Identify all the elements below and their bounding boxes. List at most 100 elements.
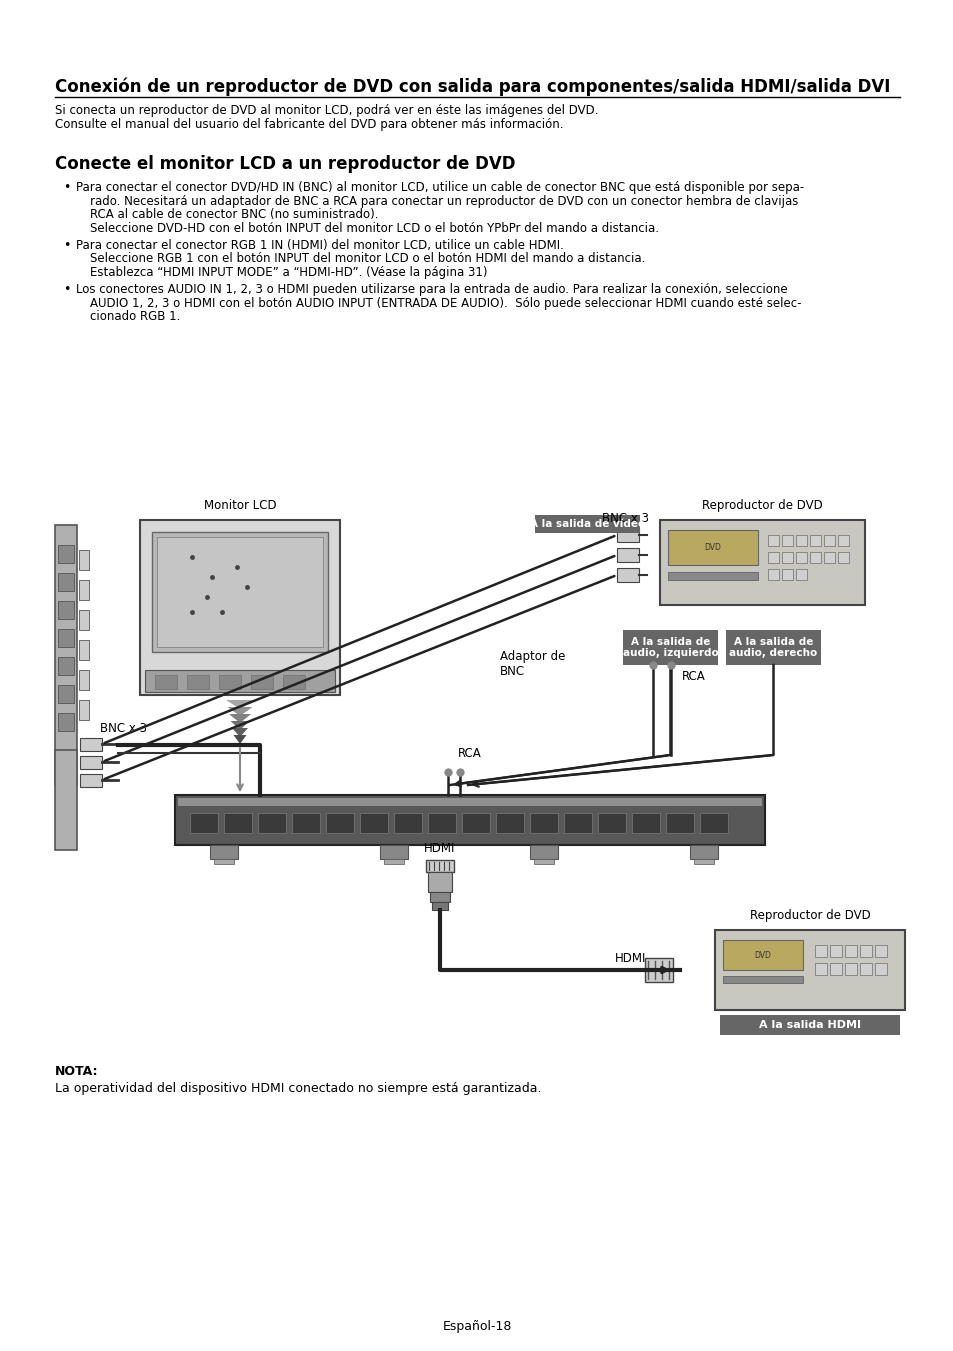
FancyBboxPatch shape	[809, 553, 821, 563]
Text: Seleccione DVD-HD con el botón INPUT del monitor LCD o el botón YPbPr del mando : Seleccione DVD-HD con el botón INPUT del…	[90, 222, 659, 235]
Text: Los conectores AUDIO IN 1, 2, 3 o HDMI pueden utilizarse para la entrada de audi: Los conectores AUDIO IN 1, 2, 3 o HDMI p…	[76, 284, 787, 296]
FancyBboxPatch shape	[874, 963, 886, 975]
Text: RCA: RCA	[457, 747, 481, 761]
FancyBboxPatch shape	[432, 902, 448, 911]
FancyBboxPatch shape	[80, 774, 102, 788]
FancyBboxPatch shape	[379, 844, 408, 859]
FancyBboxPatch shape	[292, 813, 319, 834]
Text: Consulte el manual del usuario del fabricante del DVD para obtener más informaci: Consulte el manual del usuario del fabri…	[55, 118, 563, 131]
FancyBboxPatch shape	[714, 929, 904, 1011]
Polygon shape	[229, 713, 251, 723]
Text: rado. Necesitará un adaptador de BNC a RCA para conectar un reproductor de DVD c: rado. Necesitará un adaptador de BNC a R…	[90, 195, 798, 208]
FancyBboxPatch shape	[58, 657, 74, 676]
FancyBboxPatch shape	[326, 813, 354, 834]
FancyBboxPatch shape	[224, 813, 252, 834]
FancyBboxPatch shape	[428, 871, 452, 892]
FancyBboxPatch shape	[190, 813, 218, 834]
Text: Establezca “HDMI INPUT MODE” a “HDMI-HD”. (Véase la página 31): Establezca “HDMI INPUT MODE” a “HDMI-HD”…	[90, 266, 487, 280]
Text: •: •	[63, 284, 71, 296]
Text: HDMI: HDMI	[615, 952, 646, 965]
FancyBboxPatch shape	[80, 738, 102, 751]
FancyBboxPatch shape	[384, 859, 403, 865]
FancyBboxPatch shape	[140, 520, 339, 694]
Text: Conecte el monitor LCD a un reproductor de DVD: Conecte el monitor LCD a un reproductor …	[55, 155, 515, 173]
FancyBboxPatch shape	[725, 630, 821, 665]
FancyBboxPatch shape	[823, 535, 834, 546]
Text: A la salida de vídeo: A la salida de vídeo	[529, 519, 644, 530]
FancyBboxPatch shape	[58, 630, 74, 647]
FancyBboxPatch shape	[55, 526, 77, 785]
Polygon shape	[231, 721, 250, 730]
FancyBboxPatch shape	[530, 813, 558, 834]
FancyBboxPatch shape	[781, 553, 792, 563]
FancyBboxPatch shape	[157, 536, 323, 647]
FancyBboxPatch shape	[178, 798, 761, 807]
FancyBboxPatch shape	[58, 544, 74, 563]
FancyBboxPatch shape	[79, 550, 89, 570]
FancyBboxPatch shape	[394, 813, 421, 834]
FancyBboxPatch shape	[152, 532, 328, 653]
FancyBboxPatch shape	[58, 685, 74, 703]
Text: A la salida de
audio, derecho: A la salida de audio, derecho	[729, 636, 817, 658]
FancyBboxPatch shape	[722, 940, 802, 970]
FancyBboxPatch shape	[667, 530, 758, 565]
FancyBboxPatch shape	[598, 813, 625, 834]
FancyBboxPatch shape	[461, 813, 490, 834]
FancyBboxPatch shape	[659, 520, 864, 605]
Text: Si conecta un reproductor de DVD al monitor LCD, podrá ver en éste las imágenes : Si conecta un reproductor de DVD al moni…	[55, 104, 598, 118]
FancyBboxPatch shape	[617, 528, 639, 542]
FancyBboxPatch shape	[79, 700, 89, 720]
FancyBboxPatch shape	[795, 569, 806, 580]
Polygon shape	[233, 735, 246, 744]
FancyBboxPatch shape	[428, 813, 456, 834]
FancyBboxPatch shape	[219, 676, 241, 689]
FancyBboxPatch shape	[767, 569, 779, 580]
FancyBboxPatch shape	[530, 844, 558, 859]
FancyBboxPatch shape	[722, 975, 802, 984]
Text: Para conectar el conector RGB 1 IN (HDMI) del monitor LCD, utilice un cable HDMI: Para conectar el conector RGB 1 IN (HDMI…	[76, 239, 563, 253]
FancyBboxPatch shape	[795, 535, 806, 546]
FancyBboxPatch shape	[829, 963, 841, 975]
FancyBboxPatch shape	[617, 567, 639, 582]
Polygon shape	[226, 700, 253, 709]
FancyBboxPatch shape	[187, 676, 209, 689]
FancyBboxPatch shape	[174, 794, 764, 844]
Text: Reproductor de DVD: Reproductor de DVD	[701, 499, 822, 512]
Text: BNC x 3: BNC x 3	[100, 721, 147, 735]
FancyBboxPatch shape	[79, 670, 89, 690]
FancyBboxPatch shape	[617, 549, 639, 562]
FancyBboxPatch shape	[700, 813, 727, 834]
Text: •: •	[63, 181, 71, 195]
FancyBboxPatch shape	[79, 611, 89, 630]
FancyBboxPatch shape	[563, 813, 592, 834]
FancyBboxPatch shape	[213, 859, 233, 865]
FancyBboxPatch shape	[644, 958, 672, 982]
FancyBboxPatch shape	[814, 963, 826, 975]
FancyBboxPatch shape	[251, 676, 273, 689]
FancyBboxPatch shape	[359, 813, 388, 834]
Text: Seleccione RGB 1 con el botón INPUT del monitor LCD o el botón HDMI del mando a : Seleccione RGB 1 con el botón INPUT del …	[90, 253, 644, 266]
Text: Para conectar el conector DVD/HD IN (BNC) al monitor LCD, utilice un cable de co: Para conectar el conector DVD/HD IN (BNC…	[76, 181, 803, 195]
FancyBboxPatch shape	[814, 944, 826, 957]
FancyBboxPatch shape	[844, 963, 856, 975]
FancyBboxPatch shape	[781, 569, 792, 580]
FancyBboxPatch shape	[874, 944, 886, 957]
FancyBboxPatch shape	[631, 813, 659, 834]
FancyBboxPatch shape	[859, 963, 871, 975]
FancyBboxPatch shape	[145, 670, 335, 692]
FancyBboxPatch shape	[689, 844, 718, 859]
FancyBboxPatch shape	[79, 580, 89, 600]
Text: A la salida de
audio, izquierdo: A la salida de audio, izquierdo	[622, 636, 718, 658]
FancyBboxPatch shape	[257, 813, 286, 834]
FancyBboxPatch shape	[55, 750, 77, 850]
FancyBboxPatch shape	[781, 535, 792, 546]
Text: HDMI: HDMI	[424, 842, 456, 855]
FancyBboxPatch shape	[665, 813, 693, 834]
Text: La operatividad del dispositivo HDMI conectado no siempre está garantizada.: La operatividad del dispositivo HDMI con…	[55, 1082, 541, 1096]
FancyBboxPatch shape	[426, 861, 454, 871]
FancyBboxPatch shape	[496, 813, 523, 834]
FancyBboxPatch shape	[430, 892, 450, 902]
FancyBboxPatch shape	[767, 535, 779, 546]
FancyBboxPatch shape	[534, 859, 554, 865]
Text: RCA: RCA	[681, 670, 705, 684]
